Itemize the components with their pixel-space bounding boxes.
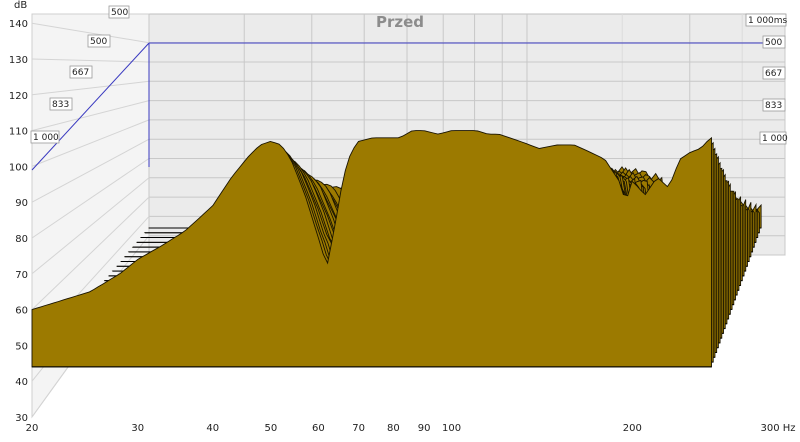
time-label-back-1: 500 xyxy=(765,38,782,48)
xtick-0: 20 xyxy=(26,423,39,434)
time-label-back-0: 1 000ms xyxy=(748,16,788,26)
xtick-6: 80 xyxy=(387,423,400,434)
time-label-back-1-box xyxy=(762,35,786,49)
side-hgrid-10 xyxy=(31,58,150,63)
side-hgrid-5 xyxy=(31,158,150,239)
time-label-back-2: 667 xyxy=(765,69,782,79)
xtick-1: 30 xyxy=(131,423,144,434)
time-label-back-0-box xyxy=(745,13,787,27)
ytick-40: 40 xyxy=(15,377,28,388)
ylabel-db: dB xyxy=(14,0,27,11)
chart-title: Przed xyxy=(376,13,424,31)
time-label-side-1: 667 xyxy=(72,68,89,78)
time-label-back-4: 1 000 xyxy=(762,134,788,144)
time-label-top: 500 xyxy=(111,8,128,18)
xtick-3: 50 xyxy=(265,423,278,434)
slice-29 xyxy=(31,130,712,368)
time-label-top-box xyxy=(108,5,130,19)
waterfall-slices xyxy=(31,130,762,368)
ytick-30: 30 xyxy=(15,413,28,424)
xtick-8: 100 xyxy=(442,423,461,434)
time-label-side-3: 1 000 xyxy=(33,133,59,143)
ytick-130: 130 xyxy=(9,55,28,66)
time-label-back-3: 833 xyxy=(765,101,782,111)
time-label-side-0-box xyxy=(87,34,111,48)
time-label-side-2-box xyxy=(49,97,73,111)
xtick-5: 70 xyxy=(352,423,365,434)
ytick-70: 70 xyxy=(15,270,28,281)
xtick-9: 200 xyxy=(623,423,642,434)
time-label-side-0: 500 xyxy=(90,37,107,47)
ytick-100: 100 xyxy=(9,162,28,173)
side-hgrid-6 xyxy=(31,138,150,203)
time-label-side-1-box xyxy=(69,65,93,79)
time-label-side-2: 833 xyxy=(52,100,69,110)
side-hgrid-4 xyxy=(31,177,150,275)
time-label-back-4-box xyxy=(759,131,787,145)
side-hgrid-8 xyxy=(31,100,150,132)
time-label-side-3-box xyxy=(30,130,60,144)
side-hgrid-3 xyxy=(31,196,150,310)
side-hgrid-7 xyxy=(31,119,150,167)
ytick-80: 80 xyxy=(15,234,28,245)
side-hgrid-9 xyxy=(31,80,150,96)
ytick-110: 110 xyxy=(9,127,28,138)
xtick-7: 90 xyxy=(418,423,431,434)
ytick-50: 50 xyxy=(15,341,28,352)
time-label-back-2-box xyxy=(762,66,786,80)
ytick-60: 60 xyxy=(15,306,28,317)
time-guide-side xyxy=(31,42,150,171)
side-hgrid-11 xyxy=(31,22,150,44)
ytick-120: 120 xyxy=(9,91,28,102)
xtick-2: 40 xyxy=(206,423,219,434)
ytick-140: 140 xyxy=(9,19,28,30)
ytick-90: 90 xyxy=(15,198,28,209)
xtick-4: 60 xyxy=(312,423,325,434)
xtick-10: 300 Hz xyxy=(760,423,795,434)
time-label-back-3-box xyxy=(762,98,786,112)
